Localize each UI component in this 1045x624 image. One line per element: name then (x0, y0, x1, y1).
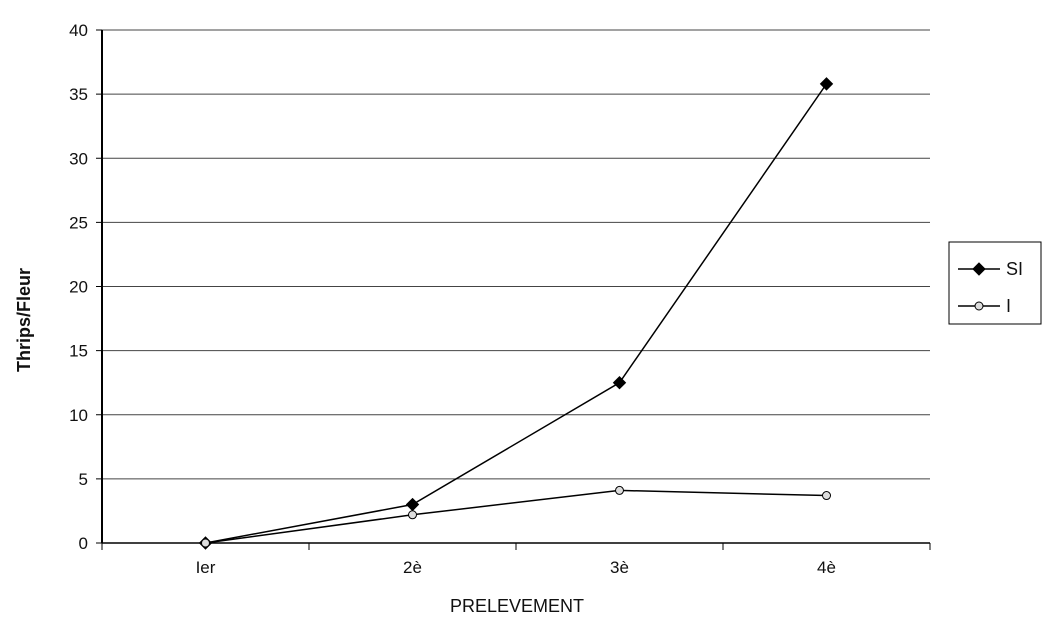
series (198, 77, 834, 550)
y-tick-label: 35 (69, 85, 88, 104)
y-tick-label: 5 (79, 470, 88, 489)
y-tick-label: 15 (69, 342, 88, 361)
legend-marker-i (974, 301, 984, 311)
y-tick-label: 0 (79, 534, 88, 553)
data-point-si (612, 375, 627, 390)
legend-box (948, 241, 1042, 325)
data-point-si (405, 497, 420, 512)
y-tick-label: 25 (69, 213, 88, 232)
x-tick-label: Ier (196, 558, 216, 577)
data-point-i (615, 485, 624, 495)
series-line-i (205, 489, 827, 544)
gridlines (102, 29, 930, 480)
legend: SI I (948, 241, 1042, 325)
legend-label-i: I (1006, 296, 1011, 316)
data-point-si (819, 77, 834, 91)
x-tick-label: 2è (403, 558, 422, 577)
legend-marker-si (972, 262, 986, 276)
y-tick-label: 10 (69, 406, 88, 425)
x-tick-label: 3è (610, 558, 629, 577)
data-point-i (822, 491, 831, 501)
data-point-i (408, 510, 417, 520)
data-point-i (201, 538, 210, 548)
axes (96, 29, 931, 550)
y-tick-label: 20 (69, 278, 88, 297)
y-axis-title: Thrips/Fleur (14, 268, 34, 372)
legend-label-si: SI (1006, 259, 1023, 279)
series-line-si (205, 83, 828, 544)
tick-labels: 0 5 10 15 20 25 30 35 40 Ier 2è 3è 4è (69, 21, 836, 577)
y-tick-label: 30 (69, 149, 88, 168)
x-axis-title: PRELEVEMENT (450, 596, 584, 616)
y-tick-label: 40 (69, 21, 88, 40)
x-tick-label: 4è (817, 558, 836, 577)
